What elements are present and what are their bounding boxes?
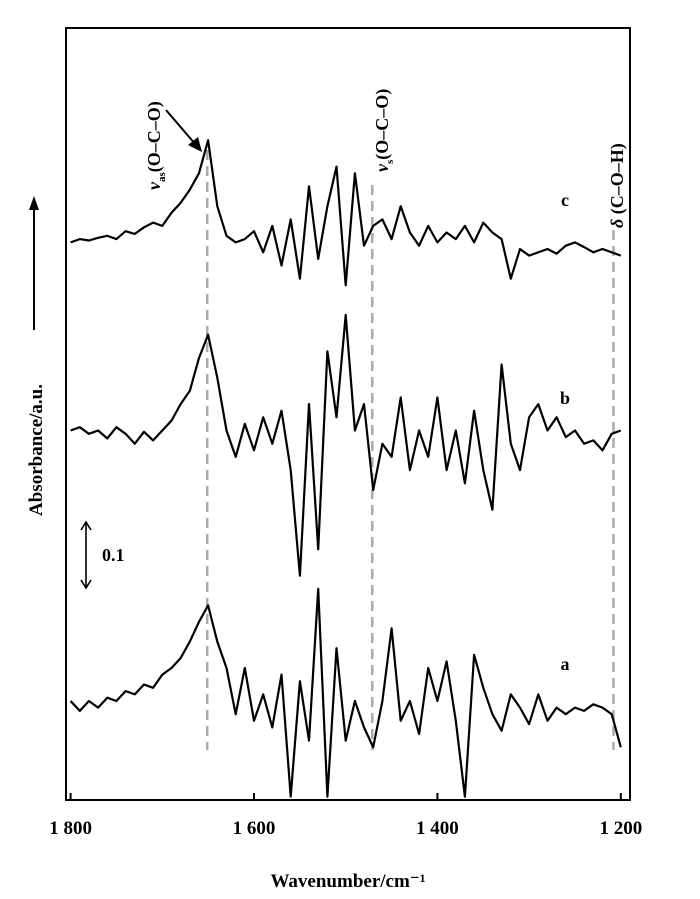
scale-bar-head <box>80 520 92 531</box>
scale-bar-head <box>80 579 92 590</box>
annotation-text: (C–O–H) <box>607 143 628 219</box>
annotation-subscript: as <box>156 172 168 183</box>
spectrum-line <box>69 587 622 798</box>
annotation-text: (O–C–O) <box>372 89 393 160</box>
x-tick-label: 1 200 <box>599 818 642 839</box>
y-axis-arrowhead <box>29 196 39 210</box>
scale-bar-label: 0.1 <box>102 545 125 565</box>
annotation: νas(O–C–O) <box>144 101 168 190</box>
annotation-symbol: δ <box>607 219 627 228</box>
annotation: νs(O–C–O) <box>372 89 396 172</box>
plot-frame <box>65 27 631 801</box>
series-label: c <box>561 190 569 210</box>
annotation: δ (C–O–H) <box>607 143 628 228</box>
series-label: a <box>561 654 570 674</box>
annotation-symbol: ν <box>372 163 392 172</box>
x-tick-label: 1 400 <box>416 818 459 839</box>
x-axis-label: Wavenumber/cm⁻¹ <box>270 871 425 892</box>
annotation-arrow <box>165 109 197 146</box>
spectrum-line <box>70 313 622 577</box>
annotation-symbol: ν <box>144 181 164 190</box>
x-tick-label: 1 800 <box>49 818 92 839</box>
annotation-arrowhead <box>188 137 202 152</box>
spectrum-line <box>70 139 622 287</box>
annotation-text: (O–C–O) <box>144 101 165 172</box>
annotation-subscript: s <box>384 159 396 164</box>
series-label: b <box>560 388 570 408</box>
x-tick-label: 1 600 <box>233 818 276 839</box>
y-axis-label: Absorbance/a.u. <box>26 384 47 516</box>
